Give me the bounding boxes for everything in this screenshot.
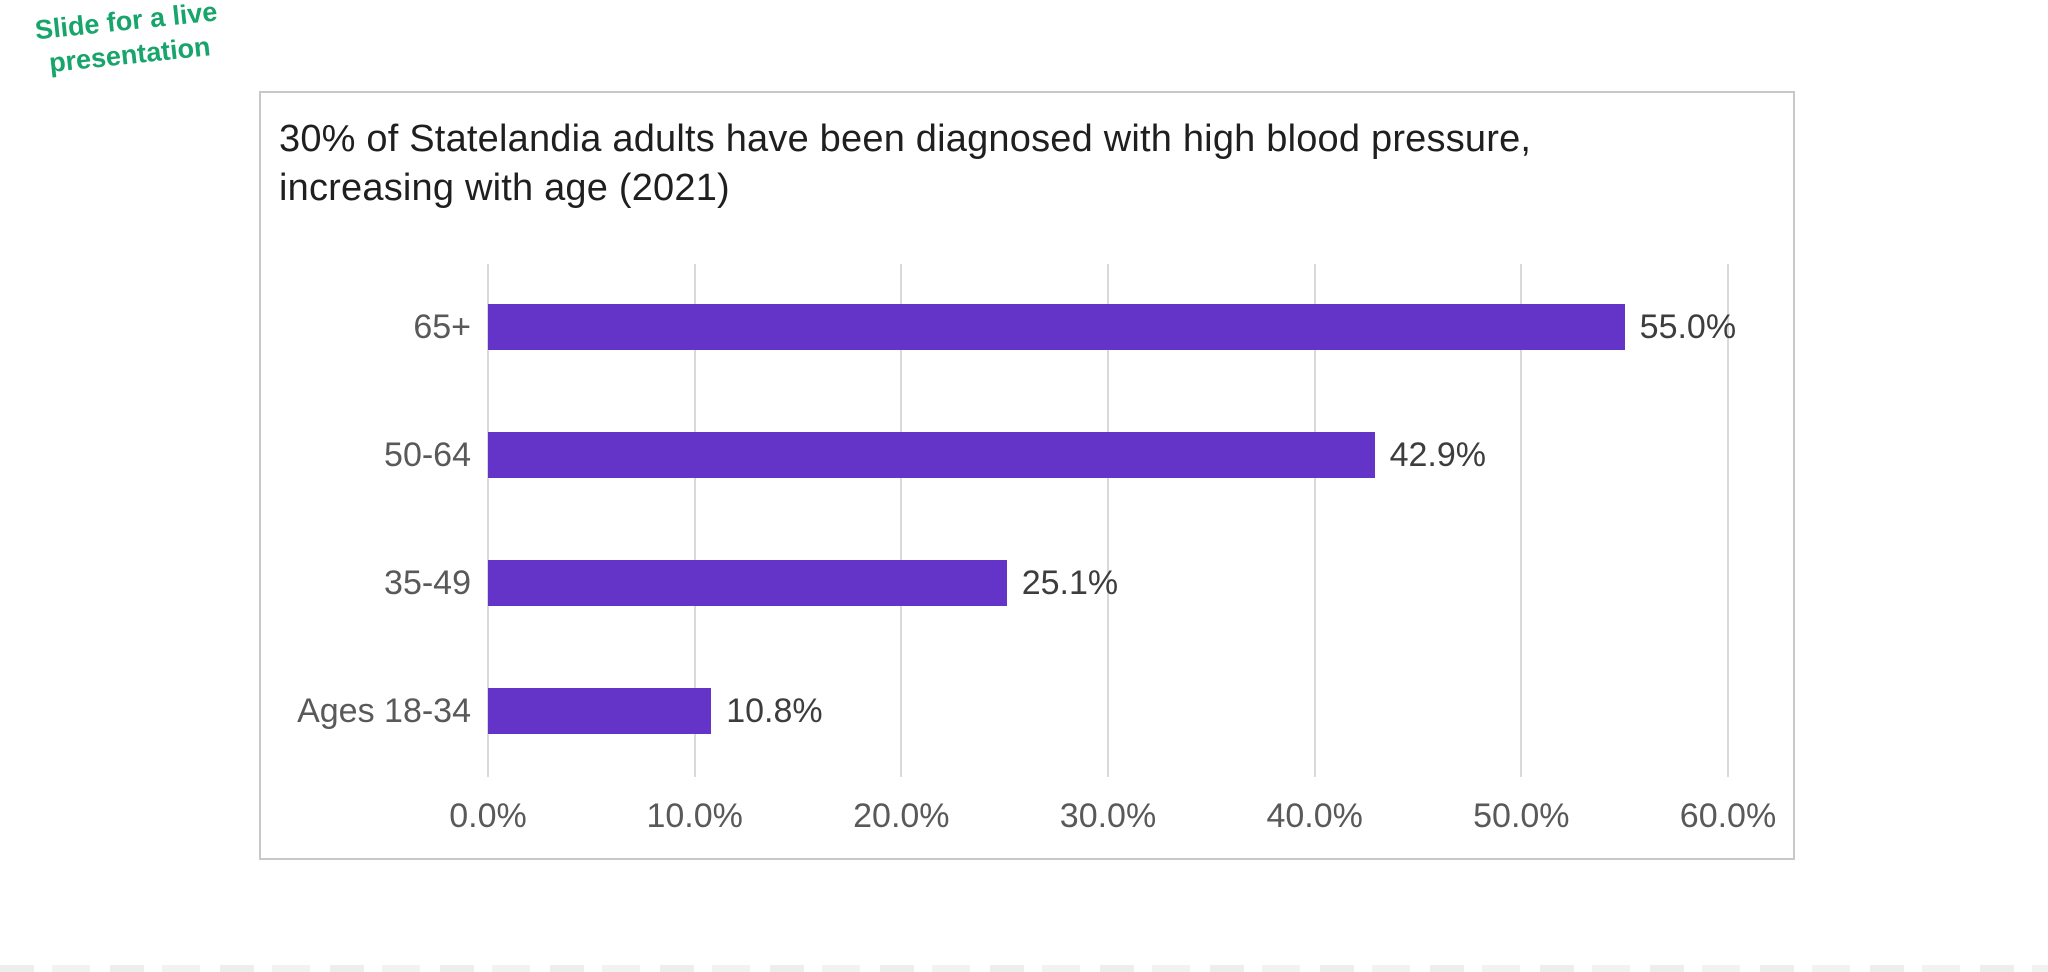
gridline-60.0% — [1727, 264, 1729, 777]
category-label: 65+ — [413, 308, 471, 346]
chart-card: 30% of Statelandia adults have been diag… — [259, 91, 1795, 860]
cutoff-content-strip — [0, 965, 2048, 972]
x-axis-tick-label: 60.0% — [1679, 797, 1777, 835]
category-label: 35-49 — [384, 564, 471, 602]
bar-value-label: 10.8% — [726, 692, 823, 730]
category-label: 50-64 — [384, 436, 471, 474]
slide-annotation: Slide for a live presentation — [10, 0, 246, 84]
x-axis-tick-label: 50.0% — [1473, 797, 1570, 835]
gridline-50.0% — [1520, 264, 1523, 777]
category-label: Ages 18-34 — [297, 692, 471, 730]
bar-35-49 — [488, 560, 1007, 606]
gridline-30.0% — [1107, 264, 1109, 777]
chart-title: 30% of Statelandia adults have been diag… — [279, 115, 1759, 213]
gridline-10.0% — [693, 264, 696, 777]
chart-title-line2: increasing with age (2021) — [279, 167, 730, 209]
bar-value-label: 42.9% — [1389, 436, 1486, 474]
gridline-40.0% — [1313, 264, 1316, 777]
bar-value-label: 55.0% — [1639, 308, 1737, 346]
gridline-20.0% — [900, 264, 903, 777]
bar-ages-18-34 — [488, 688, 712, 734]
gridline-0.0% — [487, 264, 489, 777]
bar-65+ — [488, 304, 1625, 350]
x-axis-tick-label: 20.0% — [853, 797, 950, 835]
bar-chart-plot-area: 0.0% 10.0% 20.0% 30.0% 40.0% 50.0% 60.0% 65+ 55.… — [261, 93, 1793, 858]
x-axis-tick-label: 30.0% — [1059, 797, 1157, 835]
x-axis-tick-label: 10.0% — [646, 797, 743, 835]
bar-50-64 — [488, 432, 1375, 478]
x-axis-tick-label: 40.0% — [1266, 797, 1363, 835]
x-axis-tick-label: 0.0% — [449, 797, 527, 835]
chart-title-line1: 30% of Statelandia adults have been diag… — [279, 118, 1532, 160]
bar-value-label: 25.1% — [1021, 564, 1119, 602]
